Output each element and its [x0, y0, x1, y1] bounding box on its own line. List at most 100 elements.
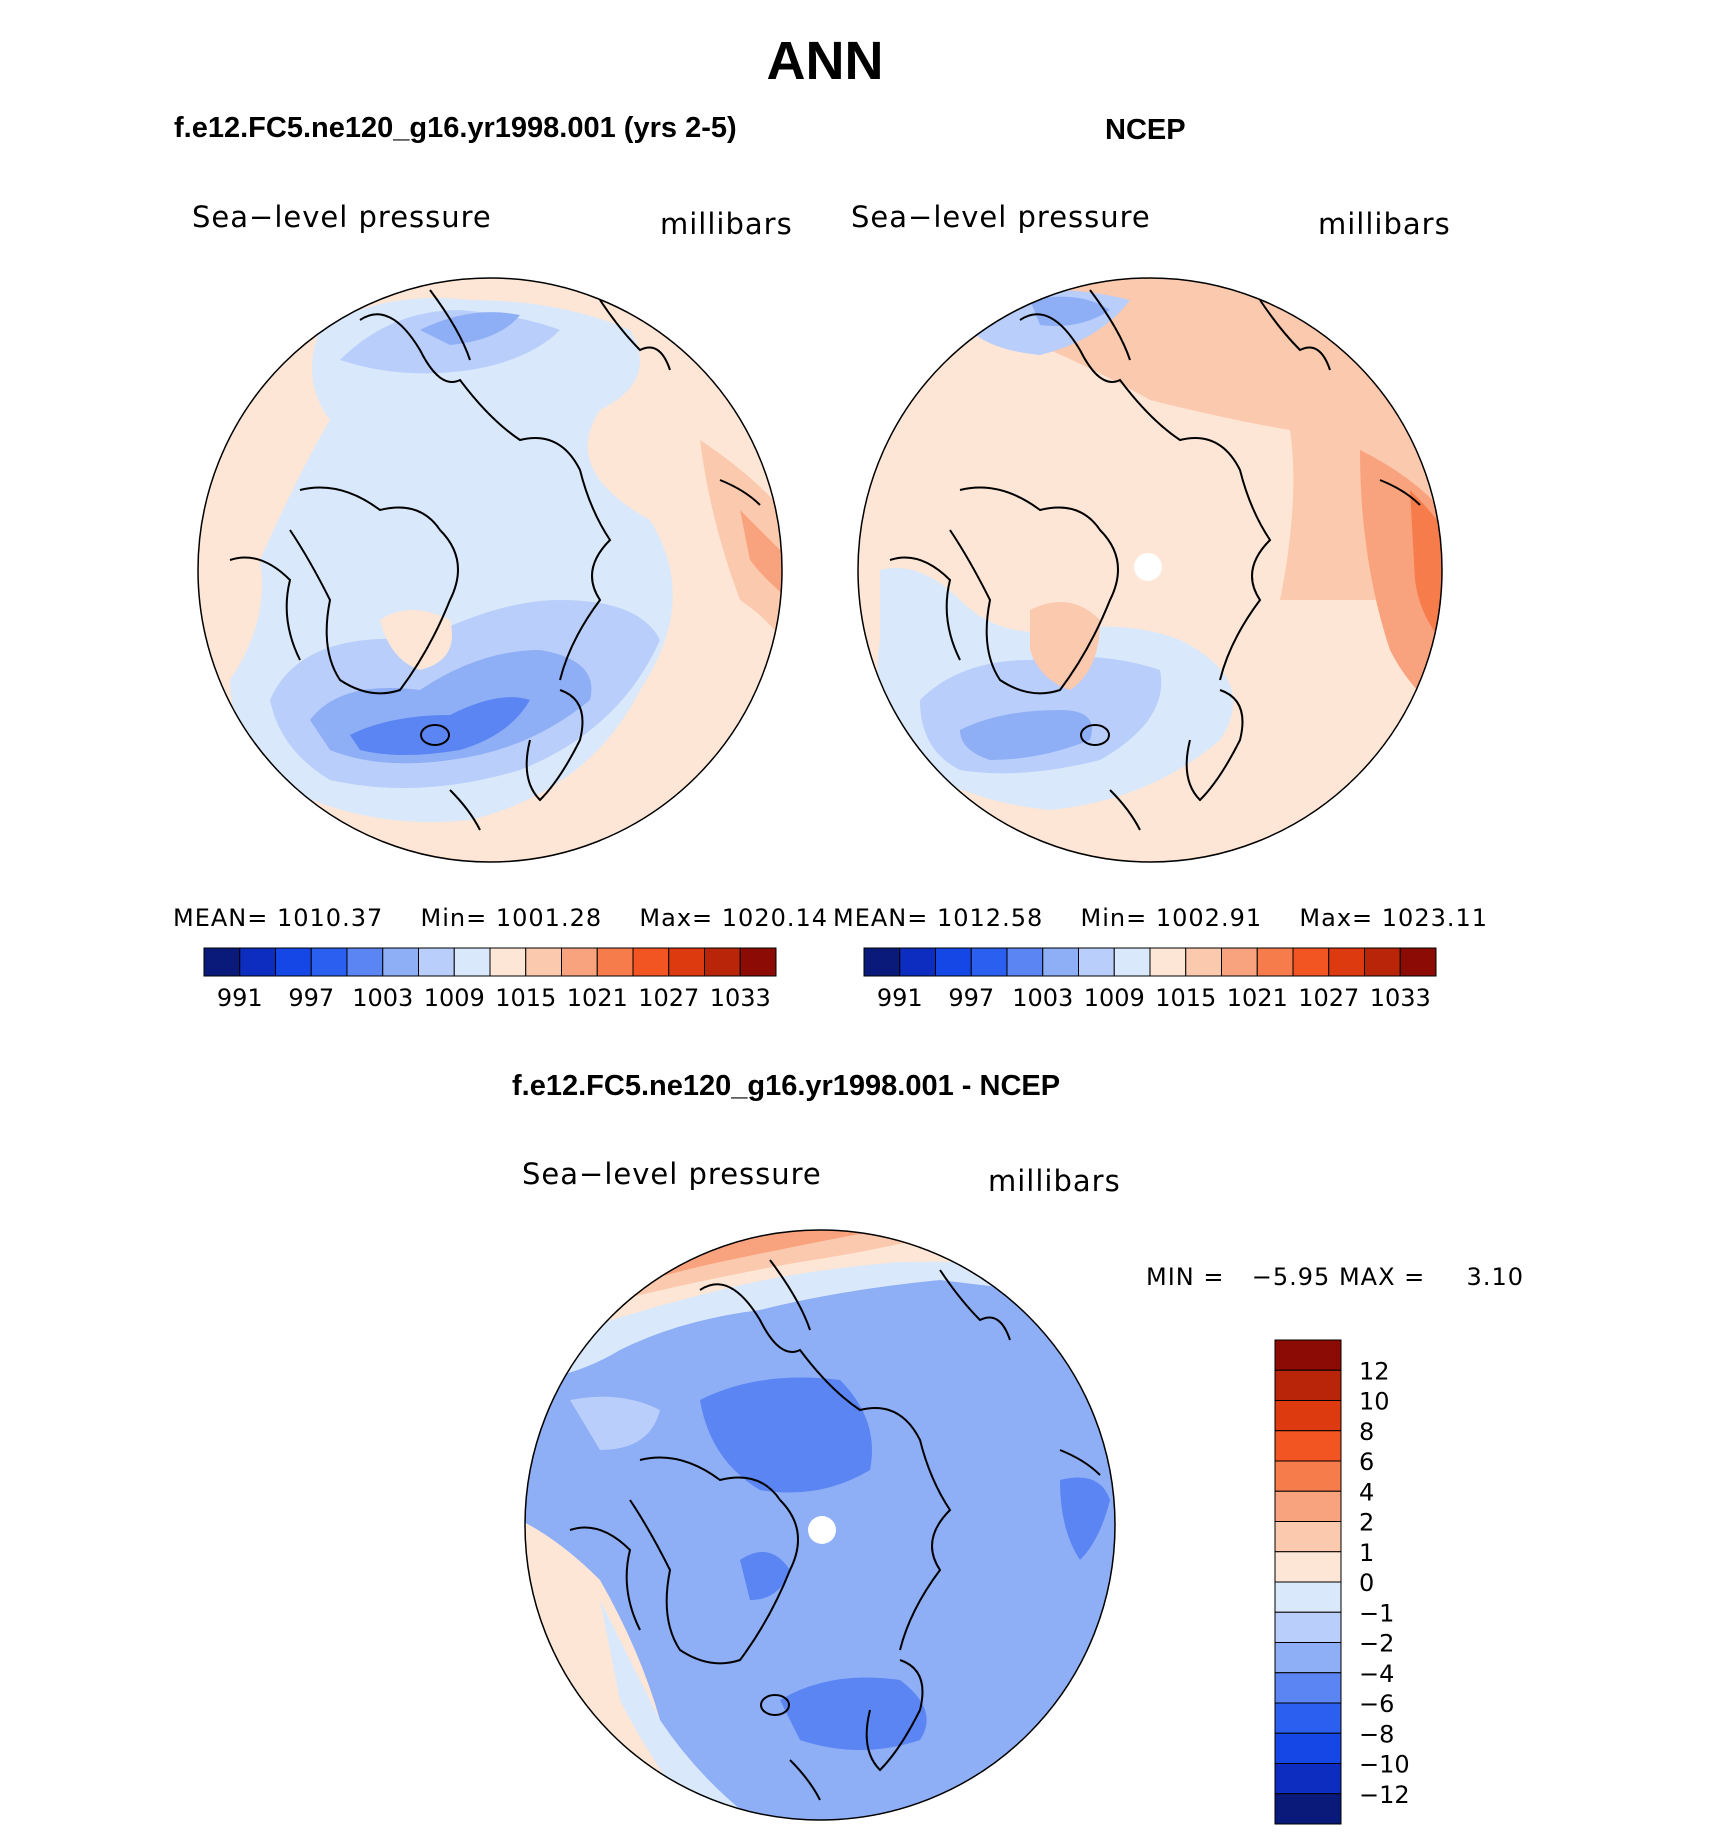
- diff-colorbar-swatch: [1274, 1521, 1342, 1553]
- model-field-high-asia-core: [740, 510, 782, 600]
- model-colorbar-tick-label: 1003: [352, 984, 413, 1012]
- diff-stats: MIN = −5.95 MAX = 3.10: [1146, 1263, 1524, 1291]
- diff-colorbar-swatch: [1274, 1581, 1342, 1613]
- obs-colorbar-tick-label: 1003: [1012, 984, 1073, 1012]
- model-colorbar-swatch: [382, 947, 419, 977]
- model-colorbar-tick-label: 1021: [567, 984, 628, 1012]
- obs-coastlines: [889, 289, 1421, 831]
- model-field-greenland-high: [380, 610, 452, 670]
- model-colorbar-swatch: [489, 947, 527, 977]
- model-colorbar-swatch: [561, 947, 598, 977]
- model-field-bering-core: [420, 312, 520, 345]
- obs-colorbar-swatch: [899, 947, 936, 977]
- obs-mean-label: MEAN=: [833, 904, 929, 932]
- model-colorbar-swatch: [596, 947, 634, 977]
- diff-colorbar-tick-label: 12: [1359, 1357, 1390, 1385]
- model-colorbar-swatch: [453, 947, 491, 977]
- obs-colorbar-swatch: [1149, 947, 1187, 977]
- model-min-value: 1001.28: [495, 904, 603, 932]
- model-polar-map: [197, 277, 783, 863]
- diff-colorbar-swatch: [1274, 1460, 1342, 1492]
- figure-title: ANN: [766, 31, 884, 91]
- diff-colorbar-tick-label: 6: [1359, 1448, 1374, 1476]
- obs-colorbar-tick-label: 1021: [1227, 984, 1288, 1012]
- obs-field-greenland-high: [1030, 602, 1100, 690]
- obs-min-value: 1002.91: [1155, 904, 1263, 932]
- obs-max-value: 1023.11: [1381, 904, 1489, 932]
- diff-variable-label: Sea−level pressure: [522, 1157, 822, 1191]
- diff-colorbar-swatch: [1274, 1793, 1342, 1825]
- obs-colorbar-tick-label: 1027: [1298, 984, 1359, 1012]
- diff-colorbar-tick-label: 10: [1359, 1388, 1390, 1416]
- obs-colorbar-swatch: [863, 947, 901, 977]
- diff-units-label: millibars: [988, 1164, 1121, 1198]
- obs-field-bering-core: [1030, 296, 1110, 326]
- diff-field-asia-low: [1060, 1477, 1110, 1560]
- diff-colorbar-tick-label: 8: [1359, 1418, 1374, 1446]
- obs-colorbar-swatch: [1364, 947, 1401, 977]
- model-colorbar-tick-label: 997: [288, 984, 334, 1012]
- obs-field-iceland-core: [960, 710, 1092, 760]
- obs-variable-label: Sea−level pressure: [851, 200, 1151, 234]
- model-colorbar-swatch: [668, 947, 705, 977]
- diff-colorbar-swatch: [1274, 1642, 1342, 1674]
- obs-polar-map: [857, 277, 1443, 863]
- obs-colorbar-tick-label: 1033: [1370, 984, 1431, 1012]
- obs-mean-value: 1012.58: [937, 904, 1044, 932]
- obs-colorbar-swatch: [1292, 947, 1330, 977]
- diff-colorbar-swatch: [1274, 1551, 1342, 1583]
- diff-pole-hole: [808, 1516, 836, 1544]
- model-field-high-asia: [700, 440, 782, 650]
- model-units-label: millibars: [660, 207, 793, 241]
- obs-max-label: Max=: [1299, 904, 1374, 932]
- model-max-label: Max=: [639, 904, 714, 932]
- obs-colorbar-tick-label: 1009: [1084, 984, 1145, 1012]
- diff-colorbar-tick-label: −6: [1359, 1690, 1394, 1718]
- diff-colorbar-swatch: [1274, 1490, 1342, 1522]
- model-variable-label: Sea−level pressure: [192, 200, 492, 234]
- model-colorbar-tick-label: 1015: [495, 984, 556, 1012]
- model-colorbar: 991 997 1003 1009 1015 1021 1027 1033: [203, 947, 777, 1012]
- model-colorbar-swatch: [310, 947, 348, 977]
- model-stats: MEAN= 1010.37 Min= 1001.28 Max= 1020.14: [173, 904, 828, 932]
- obs-colorbar-swatch: [1006, 947, 1044, 977]
- model-colorbar-tick-label: 991: [217, 984, 263, 1012]
- model-colorbar-tick-label: 1027: [638, 984, 699, 1012]
- diff-colorbar-tick-label: −10: [1359, 1751, 1410, 1779]
- obs-colorbar-swatch: [1399, 947, 1437, 977]
- model-map-boundary: [197, 277, 783, 863]
- model-max-value: 1020.14: [721, 904, 829, 932]
- obs-colorbar: 991 997 1003 1009 1015 1021 1027 1033: [863, 947, 1437, 1012]
- diff-colorbar-tick-label: −4: [1359, 1660, 1394, 1688]
- diff-colorbar-swatch: [1274, 1400, 1342, 1432]
- model-colorbar-swatch: [203, 947, 241, 977]
- diff-coastlines: [569, 1259, 1101, 1801]
- diff-colorbar-tick-label: 4: [1359, 1478, 1374, 1506]
- obs-colorbar-swatch: [1113, 947, 1151, 977]
- diff-colorbar-tick-label: 2: [1359, 1509, 1374, 1537]
- model-colorbar-swatch: [346, 947, 384, 977]
- obs-colorbar-swatch: [1078, 947, 1115, 977]
- model-colorbar-tick-label: 1033: [710, 984, 771, 1012]
- diff-field-atlantic-edge: [600, 1600, 760, 1820]
- diff-colorbar-swatch: [1274, 1611, 1342, 1643]
- model-colorbar-swatch: [632, 947, 670, 977]
- diff-field-greenland-low: [740, 1552, 790, 1600]
- obs-colorbar-swatch: [1042, 947, 1079, 977]
- obs-min-label: Min=: [1080, 904, 1148, 932]
- model-colorbar-swatch: [704, 947, 741, 977]
- diff-colorbar-tick-label: 1: [1359, 1539, 1374, 1567]
- diff-colorbar-tick-label: −12: [1359, 1781, 1410, 1809]
- obs-colorbar-swatch: [935, 947, 972, 977]
- diff-panel-heading: f.e12.FC5.ne120_g16.yr1998.001 - NCEP: [512, 1070, 1061, 1102]
- diff-min-label: MIN =: [1146, 1263, 1225, 1291]
- obs-panel-heading: NCEP: [1105, 114, 1186, 146]
- model-colorbar-swatch: [239, 947, 276, 977]
- obs-colorbar-swatch: [1256, 947, 1294, 977]
- diff-field-arctic-low: [700, 1377, 872, 1493]
- model-colorbar-swatch: [525, 947, 562, 977]
- diff-polar-map: [524, 1229, 1116, 1821]
- diff-colorbar-swatch: [1274, 1763, 1342, 1795]
